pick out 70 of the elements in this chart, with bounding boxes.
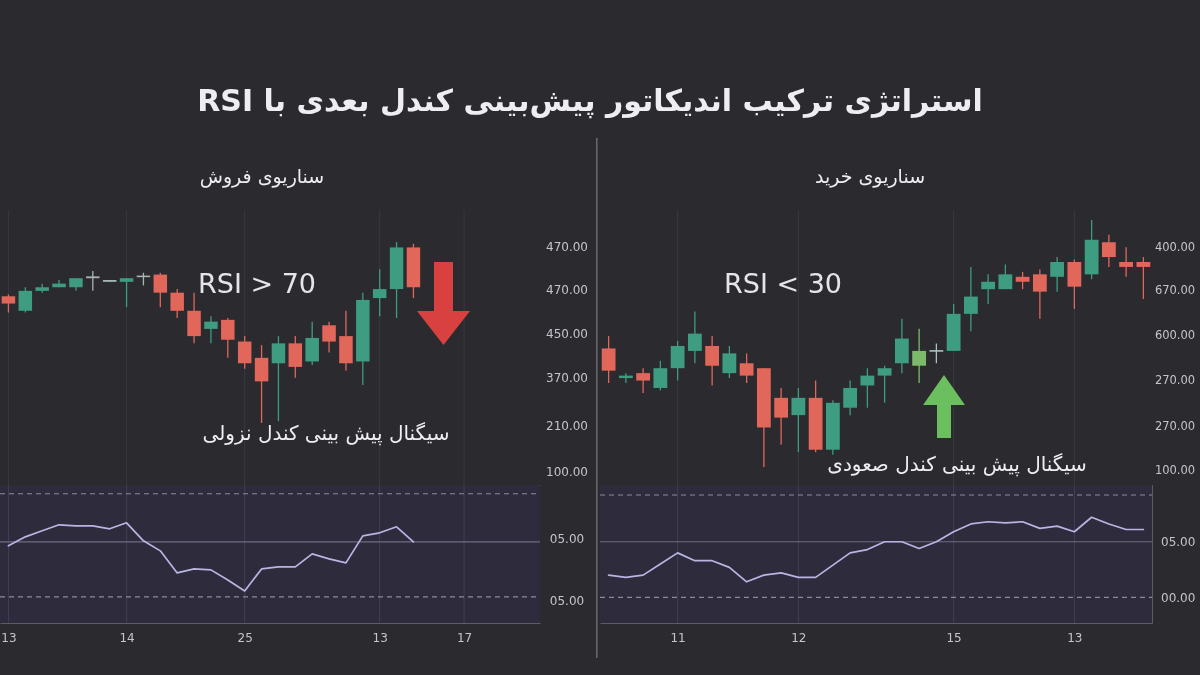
text: 05.00 xyxy=(549,594,585,608)
candlestick xyxy=(774,387,789,446)
candlestick xyxy=(998,263,1013,290)
text: 270.00 xyxy=(1154,373,1196,387)
candlestick xyxy=(1101,234,1116,268)
text: 370.00 xyxy=(546,371,588,385)
candlestick xyxy=(1119,246,1134,278)
candlestick xyxy=(288,335,303,379)
candlestick xyxy=(705,335,720,387)
candlestick xyxy=(687,310,702,364)
text: 100.00 xyxy=(1154,463,1196,477)
text: 270.00 xyxy=(1154,419,1196,433)
annotation: سیگنال پیش بینی کندل نزولی xyxy=(202,421,450,446)
candlestick xyxy=(929,342,944,364)
candlestick xyxy=(1050,256,1065,293)
candlestick xyxy=(305,320,319,366)
x-tick-label: 13 xyxy=(1,630,17,645)
candlestick xyxy=(1,293,16,314)
candlestick xyxy=(221,317,235,359)
text: 100.00 xyxy=(546,465,588,479)
x-tick-label: 25 xyxy=(237,630,253,645)
candlestick xyxy=(739,352,754,384)
candlestick xyxy=(791,387,806,453)
chart-title: سناریوی خرید xyxy=(814,165,926,188)
x-tick-label: 15 xyxy=(946,630,962,645)
candlestick xyxy=(322,320,336,354)
candlestick xyxy=(981,273,996,305)
candlestick xyxy=(254,344,269,424)
candlestick xyxy=(963,266,978,332)
x-tick-label: 13 xyxy=(1067,630,1083,645)
chart-title: سناریوی فروش xyxy=(199,165,325,188)
candlestick xyxy=(670,340,685,382)
candlestick xyxy=(912,328,927,384)
candlestick xyxy=(237,335,252,370)
candlestick xyxy=(119,277,134,308)
x-tick-label: 13 xyxy=(372,630,388,645)
text: 600.00 xyxy=(1154,328,1196,342)
x-tick-label: 17 xyxy=(456,630,473,645)
x-tick-label: 11 xyxy=(670,630,686,645)
text: 470.00 xyxy=(546,240,588,254)
x-tick-label: 12 xyxy=(791,630,807,645)
candlestick xyxy=(722,345,737,379)
candlestick xyxy=(877,365,892,404)
candlestick xyxy=(18,286,33,314)
text: 05.00 xyxy=(549,532,585,546)
candlestick xyxy=(843,379,858,416)
candlestick xyxy=(1032,268,1047,320)
candlestick xyxy=(170,288,184,319)
text: 470.00 xyxy=(546,283,588,297)
candlestick xyxy=(204,315,218,345)
line-series xyxy=(607,516,1145,583)
annotation: RSI > 70 xyxy=(197,267,317,299)
candlestick xyxy=(372,268,387,317)
candlestick xyxy=(1136,256,1151,300)
candlestick xyxy=(153,272,168,308)
text: 210.00 xyxy=(546,419,588,433)
text: استراتژی ترکیب اندیکاتور پیش‌بینی کندل بعدی با RSI xyxy=(197,82,983,119)
candlestick xyxy=(601,335,616,384)
candlestick xyxy=(860,367,875,409)
candlestick xyxy=(653,360,668,392)
y-tick-label: 00.00 xyxy=(1161,590,1196,605)
annotation: سیگنال پیش بینی کندل صعودی xyxy=(827,452,1087,477)
text: 450.00 xyxy=(546,327,588,341)
text: 400.00 xyxy=(1154,240,1196,254)
x-tick-label: 14 xyxy=(119,630,135,645)
candlestick xyxy=(636,367,651,394)
candlestick xyxy=(86,270,100,292)
text: 670.00 xyxy=(1154,283,1196,297)
candlestick xyxy=(271,335,286,422)
annotation: RSI < 30 xyxy=(723,267,843,299)
